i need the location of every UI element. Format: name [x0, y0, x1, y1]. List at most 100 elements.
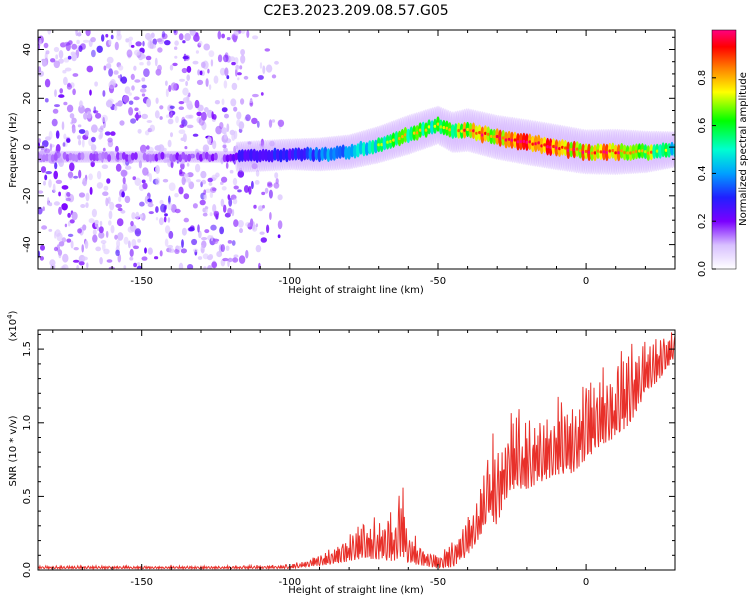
noise-speck [169, 105, 175, 110]
noise-speck [269, 212, 272, 220]
ridge-peak [457, 129, 461, 133]
noise-speck [141, 256, 148, 261]
chart-title: C2E3.2023.209.08.57.G05 [263, 3, 448, 19]
noise-speck [55, 144, 61, 153]
noise-speck [196, 79, 204, 85]
ridge-peak [578, 149, 582, 153]
noise-speck [159, 105, 164, 110]
noise-speck [61, 237, 67, 243]
ridge-cell [178, 154, 183, 163]
ridge-peak [439, 125, 443, 129]
noise-speck [227, 207, 233, 215]
noise-speck [125, 165, 132, 170]
noise-speck [174, 208, 181, 214]
ridge-cell [187, 153, 192, 162]
spectrogram-noise-scatter [38, 30, 285, 269]
noise-speck [143, 68, 150, 77]
noise-speck [104, 131, 111, 136]
noise-speck [76, 265, 80, 269]
noise-speck [204, 206, 209, 210]
noise-speck [266, 224, 270, 234]
ridge-cell [39, 154, 43, 163]
ridge-peak [513, 138, 517, 142]
noise-speck [252, 35, 259, 40]
noise-speck [165, 88, 169, 98]
colorbar-tick-label: 0.2 [697, 213, 708, 229]
noise-speck [197, 256, 203, 260]
noise-speck [277, 194, 283, 201]
noise-speck [213, 210, 220, 217]
noise-speck [231, 61, 236, 66]
noise-speck [255, 169, 260, 177]
noise-speck [259, 231, 265, 235]
ridge-cell [382, 136, 387, 151]
ridge-cell [255, 150, 260, 163]
noise-speck [53, 201, 61, 206]
ridge-cell [370, 139, 375, 155]
noise-speck [108, 80, 116, 90]
noise-speck [223, 147, 228, 153]
noise-speck [154, 57, 158, 67]
noise-speck [226, 123, 230, 132]
noise-speck [63, 101, 68, 106]
noise-speck [243, 185, 250, 193]
noise-speck [233, 219, 239, 228]
ridge-peak [549, 145, 552, 149]
ridge-halo [57, 150, 62, 163]
ridge-peak [590, 151, 594, 155]
noise-speck [92, 229, 97, 236]
noise-speck [223, 204, 227, 213]
colorbar-tick-label: 0.4 [697, 165, 708, 181]
noise-speck [45, 171, 52, 175]
noise-speck [81, 244, 84, 253]
noise-speck [205, 78, 209, 87]
ridge-cell [201, 151, 206, 160]
noise-speck [147, 247, 153, 255]
noise-speck [251, 163, 258, 170]
noise-speck [82, 39, 90, 43]
noise-speck [166, 158, 170, 162]
y-tick-label: 0.0 [22, 562, 33, 578]
ridge-cell [335, 145, 340, 159]
noise-speck [167, 202, 173, 211]
noise-speck [201, 237, 208, 241]
noise-speck [69, 113, 75, 119]
noise-speck [71, 53, 77, 62]
noise-speck [232, 34, 238, 43]
noise-speck [65, 197, 72, 202]
noise-speck [154, 256, 159, 260]
noise-speck [120, 209, 126, 214]
noise-speck [230, 98, 237, 107]
noise-speck [90, 144, 97, 151]
noise-speck [181, 227, 187, 236]
noise-speck [240, 98, 245, 105]
noise-speck [128, 100, 134, 105]
noise-speck [85, 192, 90, 202]
noise-speck [44, 78, 51, 88]
x-tick-label: -150 [130, 577, 153, 588]
noise-speck [202, 144, 210, 152]
noise-speck [77, 228, 82, 234]
colorbar-label: Normalized spectral amplitude [738, 72, 749, 226]
ridge-peak [649, 150, 653, 154]
ridge-cell [160, 151, 165, 160]
noise-speck [221, 127, 227, 135]
noise-speck [222, 257, 229, 262]
ridge-peak [584, 149, 588, 153]
ridge-peak [611, 149, 615, 153]
ridge-cell [104, 151, 109, 160]
ridge-peak [534, 142, 538, 146]
noise-speck [148, 211, 154, 215]
ridge-cell [130, 152, 135, 161]
noise-speck [167, 244, 174, 249]
ridge-cell [210, 153, 215, 162]
noise-speck [130, 118, 137, 124]
ridge-cell [394, 131, 399, 146]
noise-speck [58, 50, 64, 59]
noise-speck [51, 118, 58, 127]
ridge-peak [641, 149, 644, 153]
noise-speck [129, 256, 134, 261]
noise-speck [172, 62, 178, 67]
noise-speck [82, 256, 88, 261]
spectrogram-panel: -150 -100 -50 0 -40 -20 0 20 40 Height of strai… [8, 29, 676, 296]
